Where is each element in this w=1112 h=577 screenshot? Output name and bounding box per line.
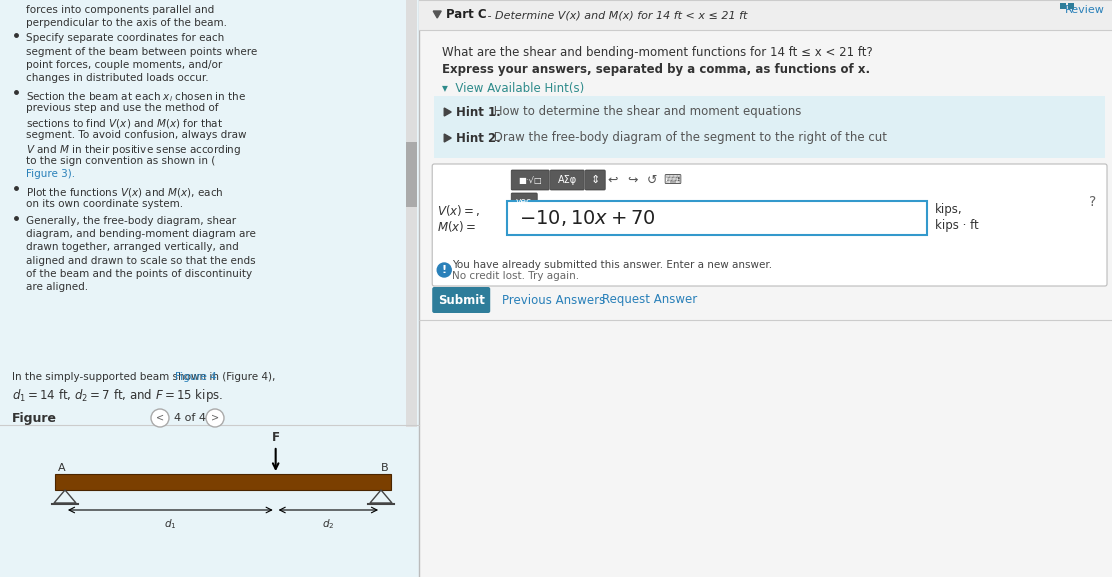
Text: ▾  View Available Hint(s): ▾ View Available Hint(s) bbox=[443, 82, 585, 95]
Text: Hint 1.: Hint 1. bbox=[456, 106, 502, 118]
Text: aligned and drawn to scale so that the ends: aligned and drawn to scale so that the e… bbox=[26, 256, 256, 265]
FancyBboxPatch shape bbox=[585, 170, 605, 190]
FancyBboxPatch shape bbox=[512, 170, 549, 190]
Text: Submit: Submit bbox=[438, 294, 485, 306]
Text: No credit lost. Try again.: No credit lost. Try again. bbox=[453, 271, 579, 281]
Text: kips,: kips, bbox=[935, 204, 963, 216]
Text: Express your answers, separated by a comma, as functions of x.: Express your answers, separated by a com… bbox=[443, 63, 871, 76]
FancyBboxPatch shape bbox=[434, 96, 1105, 158]
Text: Figure: Figure bbox=[12, 412, 57, 425]
Text: What are the shear and bending-moment functions for 14 ft ≤ x < 21 ft?: What are the shear and bending-moment fu… bbox=[443, 46, 873, 59]
Polygon shape bbox=[434, 11, 441, 18]
FancyBboxPatch shape bbox=[54, 474, 391, 490]
Text: on its own coordinate system.: on its own coordinate system. bbox=[26, 199, 183, 209]
FancyBboxPatch shape bbox=[419, 0, 1112, 30]
Text: segment of the beam between points where: segment of the beam between points where bbox=[26, 47, 257, 57]
Text: drawn together, arranged vertically, and: drawn together, arranged vertically, and bbox=[26, 242, 239, 252]
Text: ↪: ↪ bbox=[627, 174, 637, 186]
Text: Section the beam at each $x_i$ chosen in the: Section the beam at each $x_i$ chosen in… bbox=[26, 90, 246, 104]
Text: $V(x) =$,: $V(x) =$, bbox=[437, 204, 480, 219]
Text: !: ! bbox=[441, 265, 447, 275]
Text: $d_1 = 14$ ft, $d_2 = 7$ ft, and $F = 15$ kips.: $d_1 = 14$ ft, $d_2 = 7$ ft, and $F = 15… bbox=[12, 387, 224, 404]
Text: $d_1$: $d_1$ bbox=[165, 517, 177, 531]
FancyBboxPatch shape bbox=[406, 142, 417, 207]
Text: segment. To avoid confusion, always draw: segment. To avoid confusion, always draw bbox=[26, 130, 247, 140]
FancyBboxPatch shape bbox=[550, 170, 584, 190]
Text: >: > bbox=[211, 413, 219, 423]
Text: B: B bbox=[381, 463, 389, 473]
Text: ↩: ↩ bbox=[607, 174, 617, 186]
Text: Generally, the free-body diagram, shear: Generally, the free-body diagram, shear bbox=[26, 216, 236, 226]
Text: Part C: Part C bbox=[446, 9, 487, 21]
Text: ↺: ↺ bbox=[647, 174, 657, 186]
Text: $-10, 10x+70$: $-10, 10x+70$ bbox=[519, 208, 656, 228]
Text: are aligned.: are aligned. bbox=[26, 282, 88, 292]
Text: of the beam and the points of discontinuity: of the beam and the points of discontinu… bbox=[26, 269, 252, 279]
Text: perpendicular to the axis of the beam.: perpendicular to the axis of the beam. bbox=[26, 18, 227, 28]
Text: A: A bbox=[58, 463, 66, 473]
Text: Figure 3).: Figure 3). bbox=[26, 170, 76, 179]
Text: diagram, and bending-moment diagram are: diagram, and bending-moment diagram are bbox=[26, 229, 256, 239]
Text: Figure 4: Figure 4 bbox=[175, 372, 217, 382]
Text: 4 of 4: 4 of 4 bbox=[173, 413, 206, 423]
Text: You have already submitted this answer. Enter a new answer.: You have already submitted this answer. … bbox=[453, 260, 773, 270]
Circle shape bbox=[437, 263, 451, 277]
Text: <: < bbox=[156, 413, 165, 423]
Text: Hint 2.: Hint 2. bbox=[456, 132, 502, 144]
Text: previous step and use the method of: previous step and use the method of bbox=[26, 103, 218, 114]
Text: Previous Answers: Previous Answers bbox=[503, 294, 605, 306]
Text: In the simply-supported beam shown in (Figure 4),: In the simply-supported beam shown in (F… bbox=[12, 372, 276, 382]
Text: forces into components parallel and: forces into components parallel and bbox=[26, 5, 215, 15]
Text: ⇕: ⇕ bbox=[590, 175, 599, 185]
Text: Review: Review bbox=[1065, 5, 1105, 15]
Polygon shape bbox=[444, 108, 451, 116]
Text: ⌨: ⌨ bbox=[663, 174, 682, 186]
FancyBboxPatch shape bbox=[419, 0, 1112, 577]
FancyBboxPatch shape bbox=[507, 201, 927, 235]
FancyBboxPatch shape bbox=[433, 164, 1108, 286]
Text: point forces, couple moments, and/or: point forces, couple moments, and/or bbox=[26, 60, 222, 70]
Text: vec: vec bbox=[516, 197, 533, 207]
Circle shape bbox=[206, 409, 224, 427]
FancyBboxPatch shape bbox=[406, 0, 417, 427]
Text: $V$ and $M$ in their positive sense according: $V$ and $M$ in their positive sense acco… bbox=[26, 143, 241, 157]
Text: F: F bbox=[271, 431, 279, 444]
Text: Plot the functions $V(x)$ and $M(x)$, each: Plot the functions $V(x)$ and $M(x)$, ea… bbox=[26, 186, 224, 198]
Polygon shape bbox=[444, 134, 451, 142]
Text: How to determine the shear and moment equations: How to determine the shear and moment eq… bbox=[490, 106, 802, 118]
Text: Specify separate coordinates for each: Specify separate coordinates for each bbox=[26, 33, 225, 43]
FancyBboxPatch shape bbox=[1060, 3, 1066, 9]
Text: kips · ft: kips · ft bbox=[935, 219, 979, 233]
Text: $d_2$: $d_2$ bbox=[322, 517, 335, 531]
FancyBboxPatch shape bbox=[512, 193, 537, 211]
Text: - Determine V(x) and M(x) for 14 ft < x ≤ 21 ft: - Determine V(x) and M(x) for 14 ft < x … bbox=[484, 10, 747, 20]
Text: AΣφ: AΣφ bbox=[557, 175, 577, 185]
Text: Draw the free-body diagram of the segment to the right of the cut: Draw the free-body diagram of the segmen… bbox=[490, 132, 887, 144]
Text: Request Answer: Request Answer bbox=[603, 294, 697, 306]
Text: to the sign convention as shown in (: to the sign convention as shown in ( bbox=[26, 156, 216, 166]
FancyBboxPatch shape bbox=[1068, 3, 1074, 9]
Text: changes in distributed loads occur.: changes in distributed loads occur. bbox=[26, 73, 209, 83]
Text: $M(x) =$: $M(x) =$ bbox=[437, 219, 476, 234]
Text: ?: ? bbox=[1090, 195, 1096, 209]
Text: sections to find $V(x)$ and $M(x)$ for that: sections to find $V(x)$ and $M(x)$ for t… bbox=[26, 117, 224, 130]
FancyBboxPatch shape bbox=[0, 0, 419, 577]
FancyBboxPatch shape bbox=[433, 287, 490, 313]
Text: ■·√□: ■·√□ bbox=[518, 175, 542, 185]
Circle shape bbox=[151, 409, 169, 427]
